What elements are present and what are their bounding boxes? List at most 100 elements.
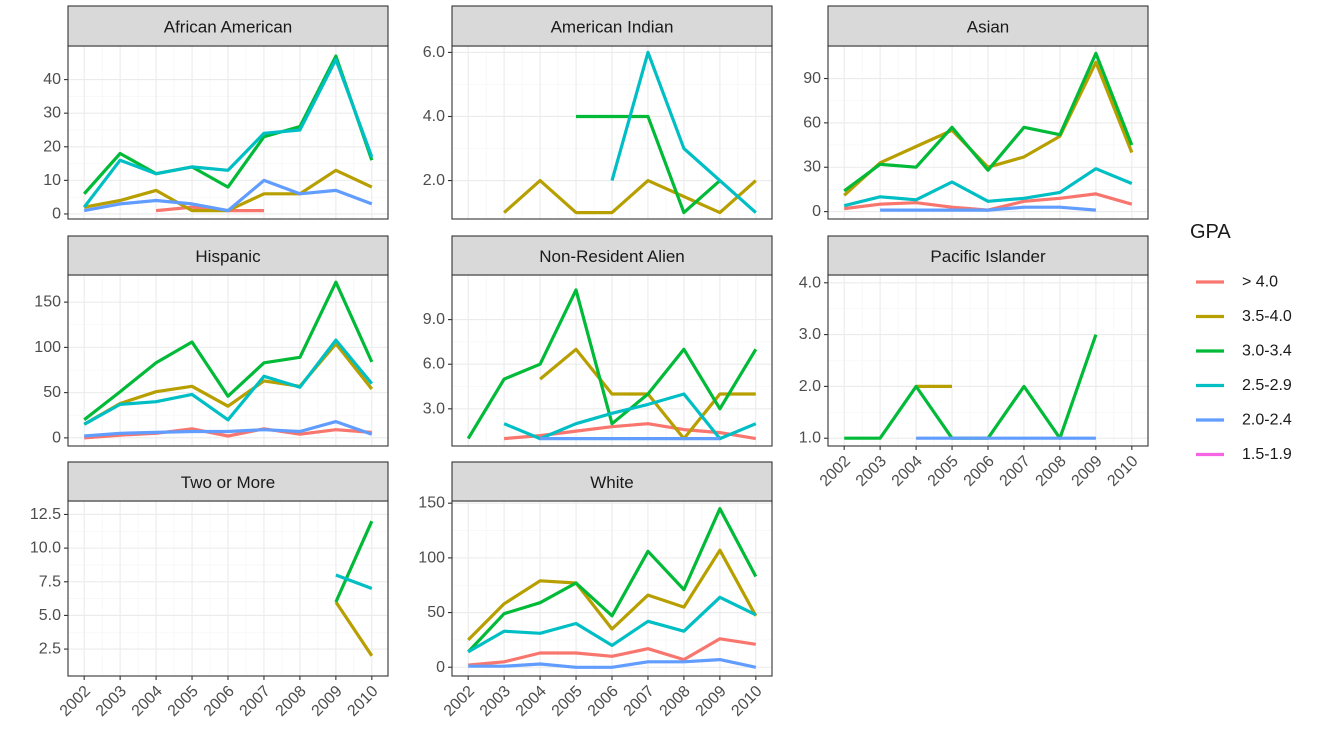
- y-tick-label: 2.0: [423, 172, 445, 189]
- x-tick-label: 2007: [997, 453, 1034, 490]
- panel-american-indian: 2.0 4.0 6.0 American Indian: [423, 5, 773, 220]
- y-tick-label: 100: [418, 549, 445, 566]
- y-tick-label: 50: [427, 604, 445, 621]
- panel-pacific-islander: 1.0 2.0 3.0 4.0 Pacific Islander 200220032004…: [799, 235, 1149, 490]
- facet-strip-title: Two or More: [181, 473, 275, 492]
- series-line-two-or-more-3-0-3-4: [334, 520, 374, 603]
- x-tick-label: 2008: [657, 683, 694, 720]
- x-tick-label: 2009: [309, 683, 346, 720]
- y-tick-label: 7.5: [39, 573, 61, 590]
- y-tick-label: 3.0: [799, 326, 821, 343]
- x-tick-label: 2005: [549, 683, 586, 720]
- x-tick-label: 2009: [1069, 453, 1106, 490]
- x-tick-label: 2002: [817, 453, 854, 490]
- series-line-asian-2-0-2-4: [880, 205, 1097, 212]
- series-line-african-american-gt-4-0: [155, 205, 264, 213]
- y-tick-label: 150: [34, 294, 61, 311]
- y-tick-label: 100: [34, 339, 61, 356]
- x-tick-label: 2006: [201, 683, 238, 720]
- y-tick-label: 6.0: [423, 356, 445, 373]
- x-tick-label: 2003: [853, 453, 890, 490]
- x-tick-label: 2002: [57, 683, 94, 720]
- legend-item-gt-4-0: > 4.0: [1196, 274, 1278, 291]
- panel-two-or-more: 2.5 5.0 7.5 10.0 12.5 Two or More 200220032004…: [30, 461, 389, 720]
- series-line-african-american-2-5-2-9: [82, 57, 374, 209]
- y-tick-label: 3.0: [423, 400, 445, 417]
- y-tick-label: 10: [43, 172, 61, 189]
- y-tick-label: 2.0: [799, 378, 821, 395]
- facet-strip-title: Non-Resident Alien: [539, 247, 685, 266]
- legend-item-2-5-2-9: 2.5-2.9: [1196, 377, 1292, 394]
- series-line-white-2-0-2-4: [468, 658, 757, 669]
- x-tick-label: 2003: [477, 683, 514, 720]
- x-tick-label: 2006: [961, 453, 998, 490]
- x-tick-label: 2003: [93, 683, 130, 720]
- legend-label: 3.5-4.0: [1242, 308, 1292, 325]
- y-tick-label: 30: [803, 159, 821, 176]
- legend-title: GPA: [1190, 221, 1231, 243]
- x-tick-label: 2010: [344, 683, 381, 720]
- facet-strip-title: African American: [164, 18, 293, 37]
- y-tick-label: 2.5: [39, 641, 61, 658]
- series-line-two-or-more-2-5-2-9: [335, 573, 373, 590]
- y-tick-label: 150: [418, 495, 445, 512]
- series-line-white-3-5-4-0: [467, 548, 758, 642]
- y-tick-label: 0: [52, 429, 61, 446]
- y-tick-label: 10.0: [30, 540, 61, 557]
- x-tick-label: 2008: [273, 683, 310, 720]
- series-line-white-gt-4-0: [468, 637, 757, 667]
- y-tick-label: 0: [52, 205, 61, 222]
- panel-non-resident-alien: 3.0 6.0 9.0 Non-Resident Alien: [423, 235, 773, 447]
- facet-strip-title: White: [590, 473, 633, 492]
- series-line-african-american-2-0-2-4: [83, 178, 373, 213]
- x-tick-label: 2009: [693, 683, 730, 720]
- legend-label: > 4.0: [1242, 274, 1278, 291]
- legend-label: 2.5-2.9: [1242, 377, 1292, 394]
- x-tick-label: 2004: [129, 683, 166, 720]
- facet-strip: [451, 5, 773, 47]
- legend-item-2-0-2-4: 2.0-2.4: [1196, 412, 1292, 429]
- series-line-hispanic-2-5-2-9: [83, 338, 374, 426]
- y-tick-label: 40: [43, 71, 61, 88]
- y-tick-label: 9.0: [423, 311, 445, 328]
- y-tick-label: 50: [43, 384, 61, 401]
- x-tick-label: 2007: [237, 683, 274, 720]
- series-line-american-indian-3-0-3-4: [576, 114, 721, 215]
- facet-strip: [827, 5, 1149, 47]
- y-tick-label: 0: [812, 203, 821, 220]
- series-line-hispanic-3-0-3-4: [83, 280, 374, 422]
- y-tick-label: 4.0: [799, 274, 821, 291]
- y-tick-label: 90: [803, 70, 821, 87]
- x-tick-label: 2004: [889, 453, 926, 490]
- panel-african-american: 0 10 20 30 40 African American: [43, 5, 389, 222]
- legend-label: 1.5-1.9: [1242, 446, 1292, 463]
- panel-white: 050100150White20022003200420052006200720…: [418, 461, 773, 720]
- x-tick-label: 2004: [513, 683, 550, 720]
- y-tick-label: 60: [803, 114, 821, 131]
- x-tick-label: 2008: [1033, 453, 1070, 490]
- y-tick-label: 30: [43, 105, 61, 122]
- series-line-asian-3-0-3-4: [843, 51, 1134, 193]
- y-tick-label: 6.0: [423, 44, 445, 61]
- panel-hispanic: 0 50 100 150 Hispanic: [34, 235, 389, 447]
- legend-label: 2.0-2.4: [1242, 412, 1292, 429]
- x-tick-label: 2006: [585, 683, 622, 720]
- y-tick-label: 5.0: [39, 607, 61, 624]
- legend-item-1-5-1-9: 1.5-1.9: [1196, 446, 1292, 463]
- series-line-two-or-more-3-5-4-0: [334, 601, 374, 657]
- facet-strip: [67, 235, 389, 276]
- series-line-non-resident-alien-2-5-2-9: [503, 392, 757, 441]
- x-tick-label: 2007: [621, 683, 658, 720]
- y-tick-label: 1.0: [799, 430, 821, 447]
- series-line-hispanic-2-0-2-4: [84, 420, 373, 438]
- y-tick-label: 20: [43, 138, 61, 155]
- legend: GPA > 4.0 3.5-4.0 3.0-3.4 2.5-2.9 2.0-2.4 1.5-…: [1190, 221, 1292, 463]
- series-line-american-indian-2-5-2-9: [610, 50, 757, 214]
- facet-strip-title: American Indian: [551, 18, 674, 37]
- facet-strip: [67, 461, 389, 502]
- facet-strip: [451, 461, 773, 502]
- series-line-non-resident-alien-3-0-3-4: [466, 288, 758, 440]
- legend-label: 3.0-3.4: [1242, 343, 1292, 360]
- x-tick-label: 2002: [441, 683, 478, 720]
- facet-strip: [451, 235, 773, 276]
